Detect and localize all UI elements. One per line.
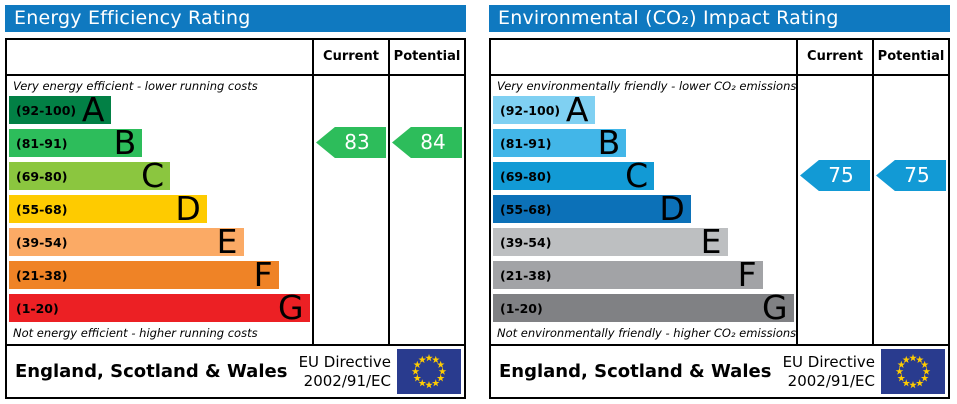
region-label: England, Scotland & Wales <box>499 361 772 382</box>
energy-footer-row: England, Scotland & Wales EU Directive 2… <box>7 344 464 397</box>
band-range: (1-20) <box>16 300 59 316</box>
energy-chart-column-header <box>7 40 312 74</box>
band-range: (81-91) <box>16 135 68 151</box>
band-row-f: (21-38) F <box>493 255 763 294</box>
band-letter: F <box>253 255 273 294</box>
co2-top-caption: Very environmentally friendly - lower CO… <box>497 79 797 93</box>
energy-potential-column-header: Potential <box>388 40 464 74</box>
band-range: (92-100) <box>16 102 77 118</box>
band-letter: E <box>216 222 238 261</box>
band-row-b: (81-91) B <box>493 123 627 162</box>
band-letter: E <box>700 222 722 261</box>
energy-table-header-row: Current Potential <box>7 40 464 76</box>
energy-top-caption: Very energy efficient - lower running co… <box>13 79 258 93</box>
band-range: (21-38) <box>500 267 552 283</box>
co2-chart-body: Very environmentally friendly - lower CO… <box>491 76 948 344</box>
co2-current-column-header: Current <box>796 40 872 74</box>
energy-chart-body: Very energy efficient - lower running co… <box>7 76 464 344</box>
band-row-g: (1-20) G <box>493 288 794 327</box>
eu-directive-line2: 2002/91/EC <box>787 371 875 390</box>
band-letter: A <box>81 90 105 129</box>
band-row-a: (92-100) A <box>493 90 595 129</box>
co2-band-chart: Very environmentally friendly - lower CO… <box>491 76 796 344</box>
band-row-d: (55-68) D <box>493 189 691 228</box>
energy-bottom-caption: Not energy efficient - higher running co… <box>13 326 258 340</box>
region-label: England, Scotland & Wales <box>15 361 288 382</box>
current-rating-arrow: 75 <box>800 160 870 191</box>
eu-flag-icon <box>397 349 461 394</box>
eu-flag-icon <box>881 349 945 394</box>
co2-table-header-row: Current Potential <box>491 40 948 76</box>
band-letter: F <box>737 255 757 294</box>
co2-current-cell: 75 <box>796 76 872 344</box>
band-letter: B <box>597 123 621 162</box>
co2-footer-row: England, Scotland & Wales EU Directive 2… <box>491 344 948 397</box>
band-range: (1-20) <box>500 300 543 316</box>
band-letter: A <box>565 90 589 129</box>
energy-rating-table: Current Potential Very energy efficient … <box>5 38 466 399</box>
band-range: (81-91) <box>500 135 552 151</box>
energy-efficiency-panel: Energy Efficiency Rating Current Potenti… <box>5 5 466 399</box>
band-letter: G <box>761 288 788 327</box>
co2-bottom-caption: Not environmentally friendly - higher CO… <box>497 326 797 340</box>
band-row-e: (39-54) E <box>9 222 244 261</box>
energy-bands: (92-100) A (81-91) B (69-80) C (55-68) <box>9 90 312 327</box>
band-row-d: (55-68) D <box>9 189 207 228</box>
band-row-c: (69-80) C <box>493 156 655 195</box>
band-row-g: (1-20) G <box>9 288 310 327</box>
eu-directive-line2: 2002/91/EC <box>303 371 391 390</box>
energy-current-cell: 83 <box>312 76 388 344</box>
eu-directive-label: EU Directive 2002/91/EC <box>783 353 875 391</box>
co2-potential-column-header: Potential <box>872 40 948 74</box>
potential-rating-arrow: 84 <box>392 127 462 158</box>
co2-potential-cell: 75 <box>872 76 948 344</box>
band-row-a: (92-100) A <box>9 90 111 129</box>
band-letter: B <box>113 123 137 162</box>
band-range: (21-38) <box>16 267 68 283</box>
band-range: (69-80) <box>500 168 552 184</box>
environmental-impact-panel: Environmental (CO₂) Impact Rating Curren… <box>489 5 950 399</box>
band-row-e: (39-54) E <box>493 222 728 261</box>
co2-rating-table: Current Potential Very environmentally f… <box>489 38 950 399</box>
band-range: (69-80) <box>16 168 68 184</box>
band-letter: G <box>277 288 304 327</box>
current-rating-arrow: 83 <box>316 127 386 158</box>
band-range: (39-54) <box>500 234 552 250</box>
potential-rating-arrow: 75 <box>876 160 946 191</box>
band-range: (55-68) <box>16 201 68 217</box>
energy-current-column-header: Current <box>312 40 388 74</box>
band-letter: D <box>659 189 685 228</box>
energy-panel-title: Energy Efficiency Rating <box>5 5 466 32</box>
eu-directive-line1: EU Directive <box>298 352 391 371</box>
eu-directive-line1: EU Directive <box>782 352 875 371</box>
co2-panel-title: Environmental (CO₂) Impact Rating <box>489 5 950 32</box>
band-letter: C <box>625 156 649 195</box>
band-row-b: (81-91) B <box>9 123 143 162</box>
energy-band-chart: Very energy efficient - lower running co… <box>7 76 312 344</box>
band-range: (39-54) <box>16 234 68 250</box>
energy-potential-cell: 84 <box>388 76 464 344</box>
band-letter: D <box>175 189 201 228</box>
band-row-f: (21-38) F <box>9 255 279 294</box>
co2-bands: (92-100) A (81-91) B (69-80) C (55-68) <box>493 90 796 327</box>
eu-directive-label: EU Directive 2002/91/EC <box>299 353 391 391</box>
band-range: (55-68) <box>500 201 552 217</box>
band-letter: C <box>141 156 165 195</box>
co2-chart-column-header <box>491 40 796 74</box>
band-row-c: (69-80) C <box>9 156 171 195</box>
band-range: (92-100) <box>500 102 561 118</box>
